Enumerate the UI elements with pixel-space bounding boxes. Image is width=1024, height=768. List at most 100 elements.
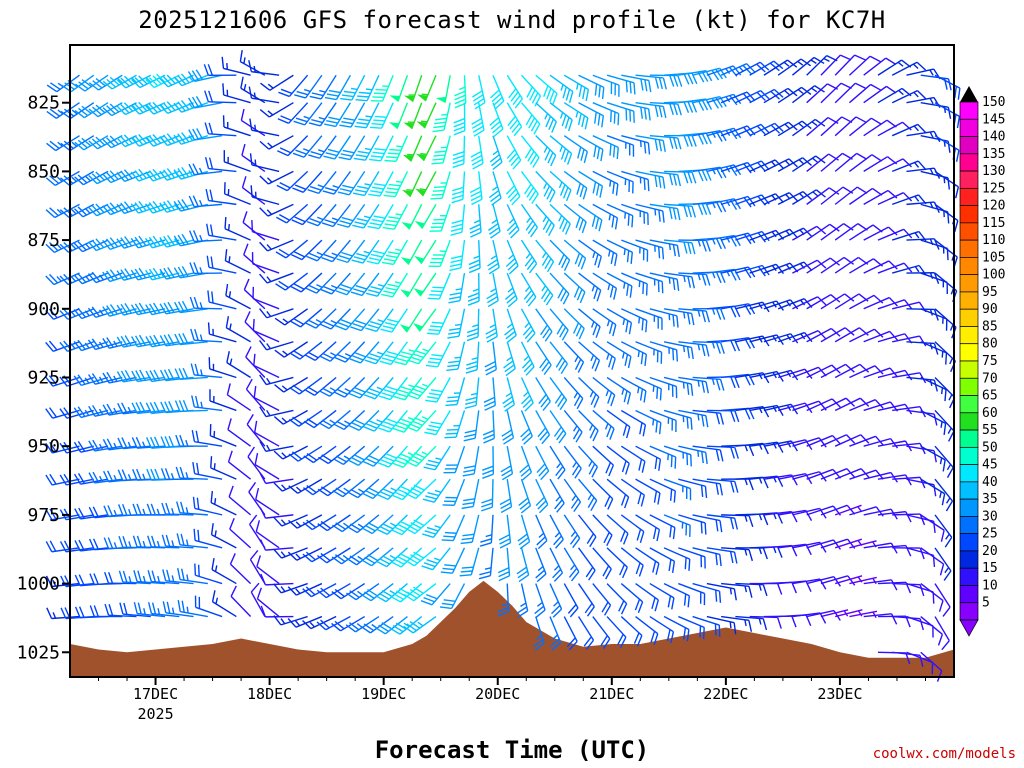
wind-barb: [663, 547, 691, 571]
wind-barb: [549, 410, 567, 444]
wind-barb: [563, 74, 590, 102]
wind-barb: [792, 578, 827, 590]
wind-barb: [116, 268, 151, 281]
wind-barb: [606, 409, 631, 439]
wind-barb: [649, 102, 682, 116]
wind-barb: [635, 341, 663, 364]
wind-barb: [549, 239, 571, 271]
wind-barb: [649, 582, 675, 610]
wind-barb: [577, 583, 595, 617]
wind-barb: [450, 204, 466, 236]
wind-barb: [506, 74, 523, 109]
wind-barb: [692, 547, 722, 567]
wind-barb: [259, 135, 294, 150]
wind-barb: [188, 195, 223, 208]
wind-barb: [863, 85, 897, 104]
wind-barb: [877, 228, 913, 241]
wind-barb: [834, 434, 870, 447]
wind-barb: [649, 134, 682, 150]
wind-barb: [578, 74, 605, 100]
wind-barb: [520, 410, 533, 445]
wind-barb: [259, 440, 294, 453]
wind-barb: [792, 155, 826, 172]
wind-barb: [445, 377, 466, 407]
wind-barb: [378, 410, 408, 433]
wind-barb: [620, 445, 646, 473]
x-tick-label: 23DEC: [817, 685, 862, 703]
wind-barb: [451, 171, 466, 204]
wind-barb: [425, 341, 451, 368]
wind-barb: [174, 399, 208, 413]
wind-barb: [920, 409, 947, 436]
wind-barb: [892, 615, 924, 631]
wind-barb: [706, 478, 739, 493]
x-tick-label: 21DEC: [589, 685, 634, 703]
wind-barb: [706, 127, 742, 140]
wind-barb: [620, 478, 646, 507]
colorbar-swatch: [959, 533, 979, 552]
wind-barb: [777, 368, 813, 379]
wind-barb: [877, 158, 912, 173]
x-axis-label: Forecast Time (UTC): [375, 736, 650, 764]
wind-barb: [535, 308, 553, 342]
wind-barb: [485, 308, 498, 343]
wind-barb: [497, 583, 510, 617]
wind-barb: [664, 134, 697, 147]
wind-barb: [204, 90, 237, 104]
wind-barb: [159, 200, 194, 213]
wind-barb: [174, 332, 208, 346]
wind-barb: [678, 239, 711, 252]
wind-barb: [877, 510, 912, 523]
colorbar-label: 45: [982, 458, 998, 473]
wind-barb: [273, 514, 308, 527]
wind-barb: [306, 203, 337, 227]
x-tick-label: 19DEC: [361, 685, 406, 703]
wind-barb: [303, 445, 337, 464]
wind-barb: [692, 478, 723, 496]
wind-barb: [189, 296, 223, 310]
wind-barb: [578, 272, 602, 302]
wind-barb: [578, 445, 599, 478]
wind-barb: [173, 73, 209, 87]
wind-barb: [259, 272, 294, 284]
wind-barb: [424, 410, 451, 436]
wind-barb: [635, 445, 662, 471]
x-tick-label: 22DEC: [703, 685, 748, 703]
wind-barb: [663, 514, 691, 537]
wind-barb: [721, 514, 754, 528]
colorbar-swatch: [959, 136, 979, 155]
wind-barb: [323, 135, 351, 160]
wind-barb: [403, 583, 437, 602]
wind-barb: [506, 102, 523, 137]
wind-barb: [118, 570, 151, 585]
wind-barb: [592, 239, 618, 267]
wind-barb: [322, 170, 351, 195]
wind-barb: [592, 135, 619, 160]
wind-barb: [635, 409, 662, 435]
wind-barb: [863, 471, 898, 483]
wind-barb: [303, 478, 337, 496]
wind-barb: [806, 294, 841, 310]
wind-barb: [706, 615, 737, 635]
wind-barb: [592, 170, 619, 196]
wind-barb: [192, 461, 223, 480]
wind-barb: [849, 435, 884, 447]
wind-barb: [259, 203, 294, 217]
wind-barb: [563, 616, 578, 651]
wind-barb: [226, 383, 251, 412]
wind-barb: [549, 102, 573, 132]
wind-barb: [210, 490, 237, 516]
wind-barb: [253, 353, 280, 379]
wind-barb: [490, 74, 505, 110]
wind-barb: [331, 582, 366, 600]
wind-barb: [863, 579, 898, 591]
colorbar-swatch: [959, 118, 979, 137]
wind-barb: [906, 651, 934, 675]
wind-barb: [291, 203, 323, 226]
wind-barb: [649, 547, 676, 573]
colorbar-swatch: [959, 412, 979, 431]
wind-barb: [422, 478, 451, 503]
wind-barb: [416, 102, 437, 129]
colorbar-swatch: [959, 308, 979, 327]
wind-barb: [274, 341, 309, 358]
